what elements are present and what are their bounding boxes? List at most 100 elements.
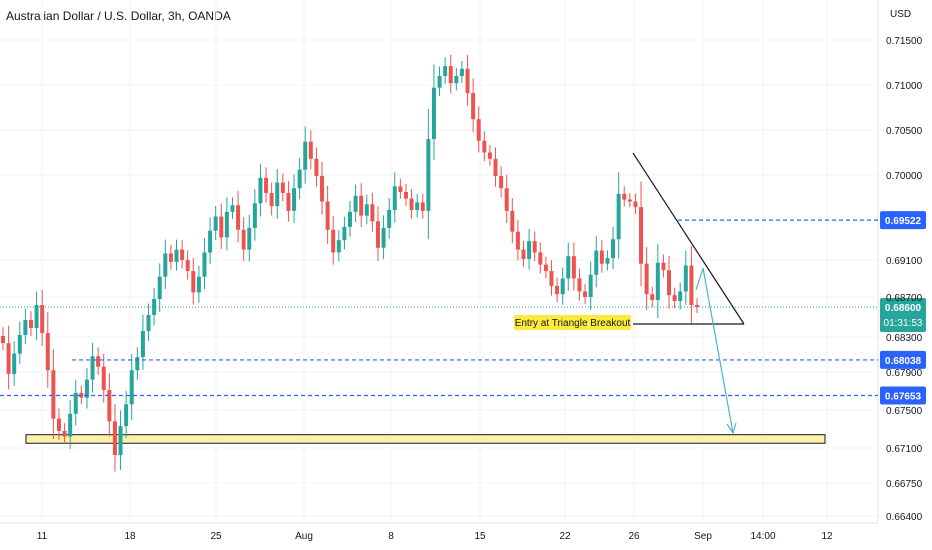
chart-title: Australian Dollar / U.S. Dollar, 3h, OAN… bbox=[6, 9, 231, 23]
price-level-badge bbox=[880, 386, 926, 405]
y-tick-label: 0.67100 bbox=[886, 444, 923, 455]
candle-body bbox=[387, 209, 392, 228]
candle-body bbox=[325, 201, 330, 230]
candle-body bbox=[599, 250, 604, 264]
candle-body bbox=[571, 256, 576, 279]
last-price-countdown: 01:31:53 bbox=[884, 318, 923, 329]
candle-body bbox=[303, 141, 308, 170]
candle-body bbox=[409, 198, 414, 210]
y-tick-label: 0.66400 bbox=[886, 512, 923, 523]
x-tick-label: 15 bbox=[474, 531, 486, 542]
candle-body bbox=[487, 152, 492, 159]
candle-body bbox=[459, 68, 464, 76]
y-tick-label: 0.68700 bbox=[886, 293, 923, 304]
candle-body bbox=[191, 271, 196, 293]
candle-body bbox=[152, 299, 157, 315]
candle-body bbox=[146, 315, 151, 331]
triangle-descending-trendline bbox=[632, 152, 745, 325]
candle-body bbox=[23, 320, 28, 335]
candle-body bbox=[678, 291, 683, 301]
support-zone bbox=[25, 434, 826, 444]
x-tick-label: 25 bbox=[210, 531, 222, 542]
last-price-badge bbox=[880, 298, 926, 332]
candle-body bbox=[280, 182, 285, 193]
candle-body bbox=[521, 249, 526, 260]
candle-body bbox=[454, 76, 459, 84]
support-zone-layer bbox=[25, 434, 826, 444]
candle-body bbox=[443, 66, 448, 76]
x-tick-label: 14:00 bbox=[750, 531, 775, 542]
x-tick-label: 22 bbox=[559, 531, 571, 542]
candle-body bbox=[605, 258, 610, 264]
candle-body bbox=[163, 253, 168, 277]
x-tick-label: 8 bbox=[388, 531, 394, 542]
candle-body bbox=[168, 253, 173, 262]
candle-body bbox=[381, 227, 386, 248]
candle-body bbox=[353, 195, 358, 212]
candle-body bbox=[639, 207, 644, 264]
candle-body bbox=[594, 250, 599, 275]
candle-body bbox=[264, 177, 269, 193]
candle-body bbox=[627, 199, 632, 202]
candle-body bbox=[84, 379, 89, 398]
candle-body bbox=[174, 249, 179, 262]
candles-layer bbox=[1, 54, 699, 472]
candle-body bbox=[616, 193, 621, 240]
candle-body bbox=[236, 205, 241, 230]
candle-body bbox=[577, 278, 582, 292]
candle-body bbox=[465, 68, 470, 94]
axis-layer: 0.71500 0.71000 0.70500 0.70000 0.69100 0.687… bbox=[37, 36, 923, 542]
candle-body bbox=[336, 240, 341, 253]
candle-body bbox=[499, 175, 504, 189]
candle-body bbox=[504, 188, 509, 211]
candle-body bbox=[392, 186, 397, 210]
candle-body bbox=[375, 221, 380, 248]
candle-body bbox=[241, 229, 246, 250]
candle-body bbox=[695, 305, 699, 307]
y-tick-label: 0.68300 bbox=[886, 333, 923, 344]
candle-body bbox=[532, 241, 537, 253]
candle-body bbox=[213, 216, 218, 231]
candle-body bbox=[28, 320, 33, 328]
candle-body bbox=[331, 229, 336, 253]
candle-body bbox=[566, 256, 571, 279]
candle-body bbox=[672, 295, 677, 301]
candle-body bbox=[426, 139, 431, 211]
candle-body bbox=[555, 285, 560, 295]
candle-body bbox=[667, 270, 672, 296]
candle-body bbox=[655, 262, 660, 300]
candle-body bbox=[622, 193, 627, 200]
currency-label: USD bbox=[890, 9, 912, 20]
y-tick-label: 0.67900 bbox=[886, 368, 923, 379]
candle-body bbox=[549, 271, 554, 286]
candle-body bbox=[135, 357, 140, 371]
candle-body bbox=[292, 188, 297, 211]
x-tick-label: Aug bbox=[295, 531, 313, 542]
price-level-badge bbox=[880, 211, 926, 230]
candle-body bbox=[45, 333, 50, 371]
candle-body bbox=[269, 192, 274, 207]
candle-body bbox=[515, 231, 520, 250]
candle-body bbox=[124, 404, 129, 427]
candle-body bbox=[482, 140, 487, 153]
candle-body bbox=[6, 343, 11, 374]
annotation-label: Entry at Triangle Breakout bbox=[515, 318, 631, 329]
levels-layer: 0.69522 0.68038 0.67653 0.68600 01:31:53 bbox=[0, 211, 926, 405]
candle-body bbox=[689, 265, 694, 305]
candle-body bbox=[51, 370, 56, 419]
candle-body bbox=[73, 392, 78, 414]
y-tick-label: 0.71000 bbox=[886, 81, 923, 92]
candle-body bbox=[415, 202, 420, 210]
candle-body bbox=[588, 274, 593, 297]
candle-body bbox=[107, 390, 112, 422]
last-price-value: 0.68600 bbox=[885, 303, 922, 314]
candle-body bbox=[219, 216, 224, 238]
candle-body bbox=[157, 276, 162, 299]
y-tick-label: 0.66750 bbox=[886, 479, 923, 490]
candle-body bbox=[129, 370, 134, 405]
candle-body bbox=[527, 241, 532, 260]
arrow-head-icon bbox=[726, 422, 737, 435]
candle-body bbox=[538, 252, 543, 265]
projection-path bbox=[695, 267, 734, 434]
